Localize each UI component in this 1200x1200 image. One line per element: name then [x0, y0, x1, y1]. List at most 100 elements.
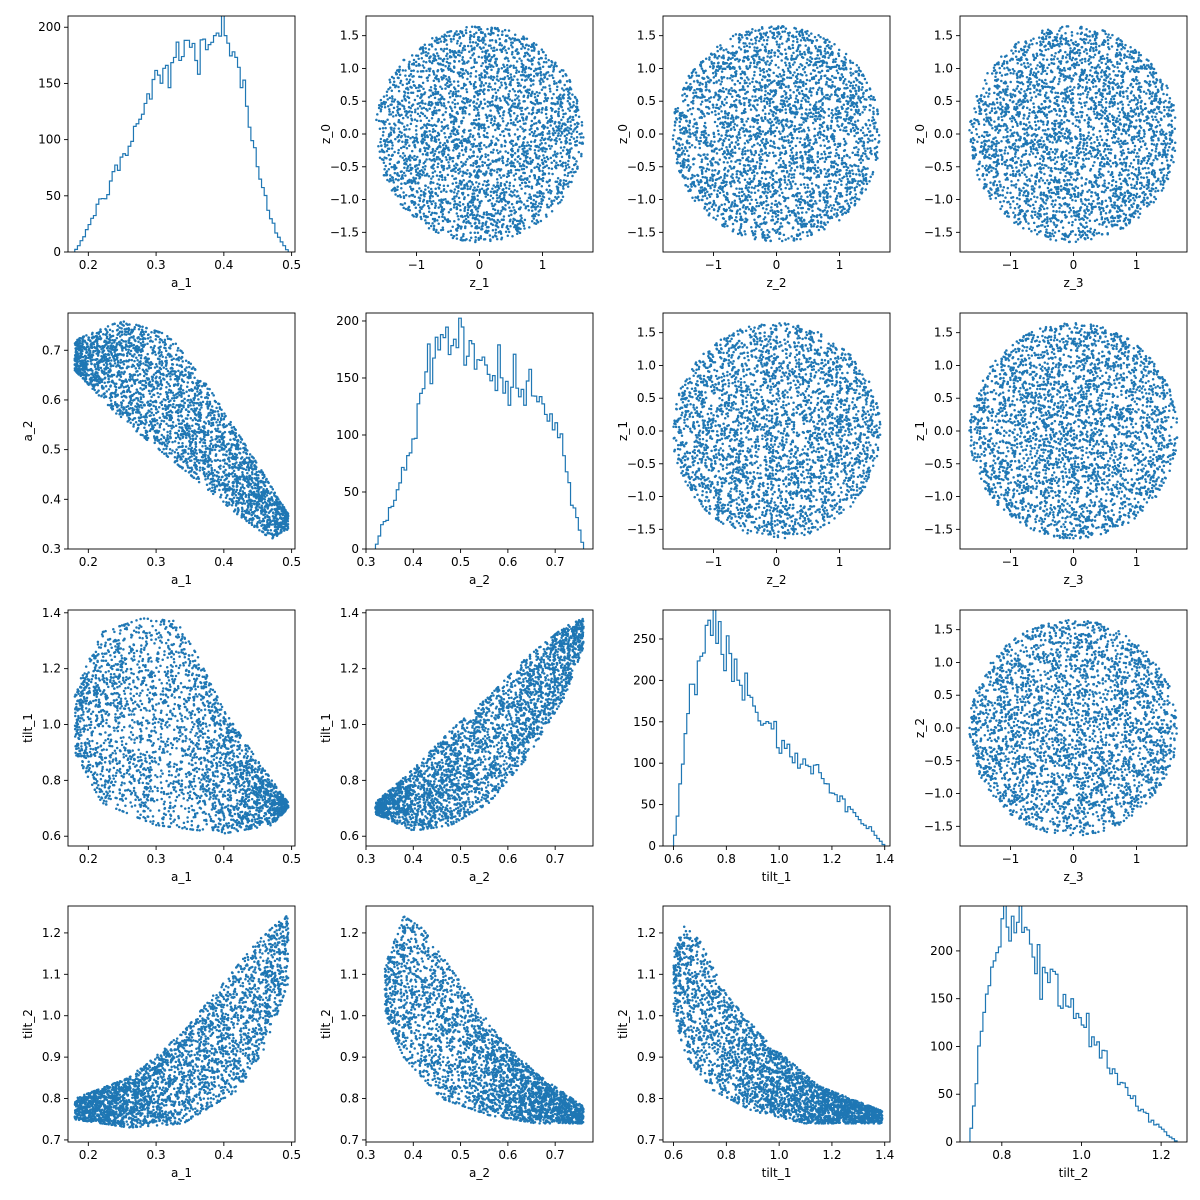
scatter-point [444, 74, 447, 78]
scatter-point [443, 141, 446, 145]
scatter-point [577, 115, 581, 118]
scatter-point [782, 233, 786, 237]
scatter-point [772, 114, 775, 118]
scatter-point [397, 102, 400, 106]
scatter-point [765, 39, 769, 42]
scatter-point [501, 156, 505, 159]
scatter-point [557, 195, 560, 199]
scatter-point [831, 60, 835, 64]
scatter-point [543, 147, 547, 150]
scatter-point [690, 143, 694, 147]
scatter-point [410, 104, 414, 108]
scatter-point [464, 29, 468, 32]
scatter-point [842, 118, 846, 121]
scatter-point [443, 104, 446, 108]
scatter-point [527, 66, 531, 70]
scatter-point [436, 120, 440, 123]
scatter-point [489, 58, 492, 61]
scatter-point [457, 196, 461, 200]
scatter-point [812, 189, 815, 193]
scatter-point [532, 122, 536, 126]
scatter-point [475, 102, 478, 105]
scatter-point [522, 141, 525, 145]
scatter-point [455, 162, 458, 166]
scatter-point [828, 155, 832, 158]
scatter-point [756, 103, 759, 107]
scatter-point [495, 27, 498, 31]
scatter-point [511, 37, 514, 40]
scatter-point [775, 171, 778, 175]
scatter-point [520, 168, 524, 171]
scatter-point [834, 60, 837, 63]
scatter-point [772, 110, 776, 114]
scatter-point [429, 133, 432, 137]
scatter-point [390, 89, 394, 93]
scatter-point [503, 144, 507, 148]
scatter-point [801, 83, 805, 87]
scatter-point [814, 111, 818, 115]
scatter-point [404, 114, 408, 117]
scatter-point [424, 153, 428, 156]
scatter-point [749, 125, 752, 129]
scatter-point [402, 145, 405, 148]
scatter-point [448, 77, 451, 81]
scatter-point [491, 49, 495, 53]
scatter-point [427, 190, 431, 193]
scatter-point [476, 108, 479, 111]
scatter-point [845, 83, 848, 86]
scatter-point [498, 194, 502, 198]
scatter-point [497, 127, 501, 131]
scatter-point [423, 160, 427, 163]
scatter-point [445, 43, 449, 46]
scatter-point [845, 175, 849, 178]
scatter-point [510, 147, 514, 150]
scatter-point [549, 147, 552, 150]
scatter-point [726, 224, 729, 228]
scatter-point [559, 191, 562, 194]
scatter-point [842, 165, 846, 169]
scatter-point [461, 49, 464, 52]
scatter-point [823, 221, 826, 224]
scatter-point [844, 162, 848, 166]
scatter-point [415, 119, 419, 123]
scatter-point [685, 81, 688, 85]
scatter-point [517, 102, 520, 105]
scatter-point [788, 187, 791, 191]
scatter-point [408, 194, 411, 198]
scatter-point [526, 88, 529, 91]
scatter-point [491, 78, 495, 82]
scatter-point [402, 206, 405, 210]
scatter-point [430, 124, 433, 127]
scatter-point [527, 48, 530, 51]
scatter-point [554, 142, 558, 146]
scatter-point [534, 145, 537, 148]
scatter-point [476, 26, 479, 29]
scatter-point [735, 170, 739, 173]
scatter-point [440, 35, 444, 38]
scatter-point [511, 222, 515, 225]
scatter-point [709, 184, 712, 188]
scatter-point [408, 144, 411, 147]
scatter-point [533, 166, 536, 169]
scatter-point [545, 203, 549, 206]
scatter-point [512, 66, 516, 69]
scatter-point [530, 170, 533, 173]
scatter-point [861, 187, 864, 190]
scatter-point [444, 65, 447, 68]
scatter-point [421, 64, 425, 67]
scatter-point [492, 148, 495, 151]
scatter-point [563, 168, 567, 172]
scatter-point [495, 194, 499, 197]
scatter-point [779, 35, 783, 38]
scatter-point [442, 57, 446, 61]
scatter-point [410, 193, 413, 197]
scatter-point [517, 169, 521, 172]
scatter-point [863, 77, 867, 81]
scatter-point [476, 231, 480, 235]
scatter-point [457, 184, 460, 188]
scatter-point [432, 71, 435, 74]
scatter-point [509, 121, 513, 125]
scatter-point [513, 151, 517, 155]
scatter-point [388, 108, 391, 111]
scatter-point [438, 183, 442, 187]
